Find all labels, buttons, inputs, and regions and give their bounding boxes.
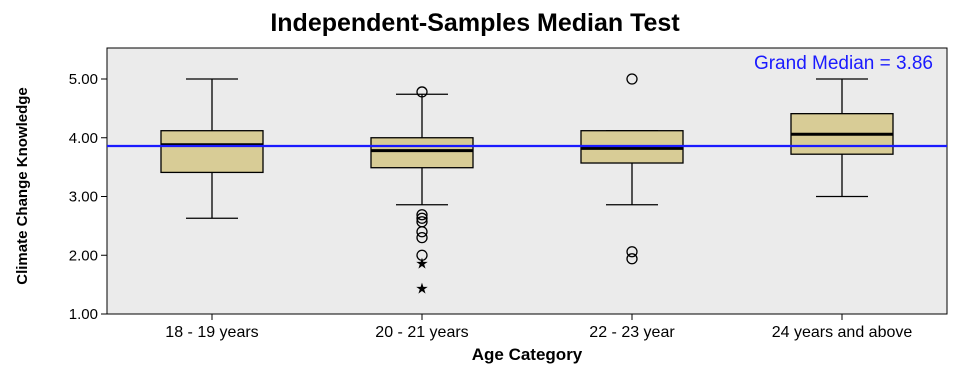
y-tick-label: 2.00 — [69, 247, 98, 264]
y-axis: 1.00 2.00 3.00 4.00 5.00 — [69, 71, 107, 323]
y-tick-label: 5.00 — [69, 71, 98, 88]
outlier-point — [416, 212, 428, 224]
outlier-point — [626, 253, 638, 265]
y-tick-label: 3.00 — [69, 189, 98, 206]
outlier-point — [416, 209, 428, 221]
y-axis-label: Climate Change Knowledge — [14, 87, 31, 285]
outlier-point — [626, 246, 638, 258]
extreme-point: ★ — [415, 281, 428, 298]
x-tick-label: 22 - 23 year — [589, 324, 675, 341]
box-4 — [790, 78, 894, 198]
grand-median-label: Grand Median = 3.86 — [754, 53, 933, 74]
x-tick-label: 18 - 19 years — [165, 324, 258, 341]
iqr-box — [160, 130, 264, 174]
plot-area — [106, 47, 948, 315]
x-axis: 18 - 19 years 20 - 21 years 22 - 23 year 24… — [165, 314, 912, 341]
y-tick-label: 1.00 — [69, 306, 98, 323]
extreme-point: ★ — [415, 255, 428, 272]
x-axis-label: Age Category — [472, 345, 583, 364]
chart-title: Independent-Samples Median Test — [270, 9, 680, 37]
outlier-point — [416, 231, 428, 244]
iqr-box — [370, 137, 474, 169]
outlier-point — [416, 249, 428, 261]
outlier-point — [626, 73, 638, 85]
x-tick-label: 24 years and above — [772, 324, 913, 341]
outlier-point — [416, 226, 428, 238]
y-tick-label: 4.00 — [69, 130, 98, 147]
box-2: ★★ — [370, 86, 474, 298]
box-1 — [160, 78, 264, 219]
x-tick-label: 20 - 21 years — [375, 324, 468, 341]
outlier-point — [416, 86, 428, 98]
